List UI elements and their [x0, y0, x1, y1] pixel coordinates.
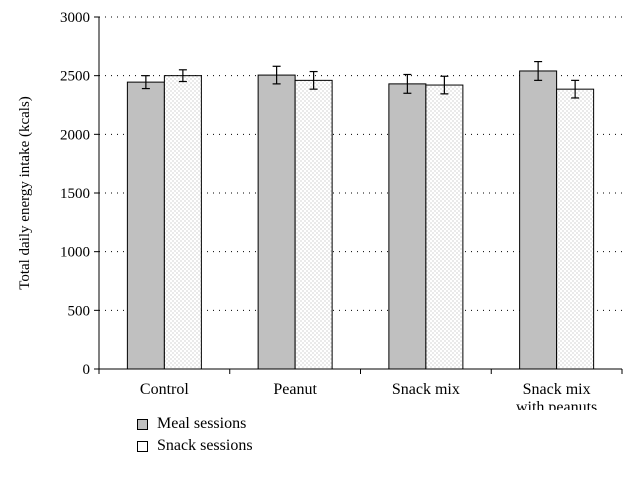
legend-label-meal: Meal sessions	[157, 415, 247, 432]
legend-label-snack: Snack sessions	[157, 437, 253, 454]
axis-labels: 0 500 1000 1500 2000 2500 3000 Control Peanut Sna…	[17, 10, 597, 410]
y-tick-label: 3000	[60, 10, 90, 26]
bars	[126, 60, 595, 370]
y-tick-label: 2500	[60, 69, 90, 85]
bar-snack	[425, 84, 464, 370]
legend: Meal sessions Snack sessions	[137, 413, 253, 457]
y-tick-label: 1500	[60, 186, 90, 202]
bar-chart: 0 500 1000 1500 2000 2500 3000 Control Peanut Sna…	[17, 10, 623, 410]
legend-item-meal: Meal sessions	[137, 413, 253, 435]
bar-snack	[163, 75, 202, 370]
y-tick-label: 2000	[60, 127, 90, 143]
bar-meal	[257, 74, 296, 370]
y-tick-label: 1000	[60, 245, 90, 261]
y-tick-label: 0	[83, 362, 91, 378]
x-tick-label: Snack mix	[523, 381, 591, 398]
legend-item-snack: Snack sessions	[137, 435, 253, 457]
y-tick-label: 500	[68, 303, 91, 319]
y-axis-title: Total daily energy intake (kcals)	[17, 96, 33, 290]
x-tick-label: Snack mix	[392, 381, 460, 398]
legend-swatch-snack	[137, 440, 148, 452]
bar-meal	[519, 70, 558, 370]
x-tick-label: Peanut	[273, 381, 317, 398]
bar-snack	[556, 88, 595, 370]
bar-meal	[126, 81, 165, 370]
bar-meal	[388, 83, 427, 370]
legend-swatch-meal	[137, 418, 148, 430]
x-tick-label: Control	[140, 381, 189, 398]
x-tick-label: with peanuts	[516, 399, 597, 410]
bar-snack	[294, 79, 333, 370]
axes	[94, 16, 623, 374]
